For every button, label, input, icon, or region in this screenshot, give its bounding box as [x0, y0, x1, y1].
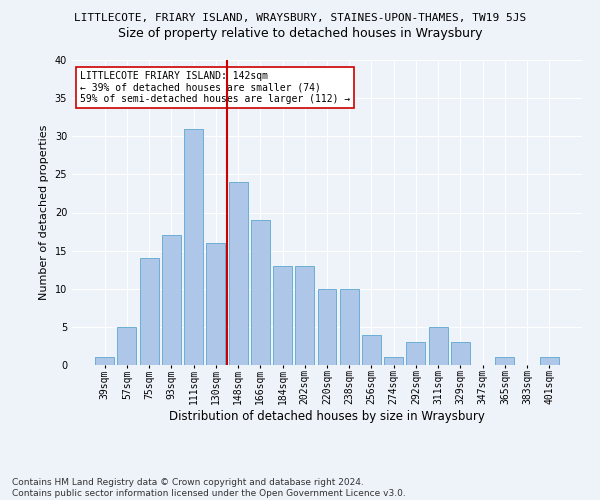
Bar [317, 289, 337, 365]
Bar [251, 220, 270, 365]
Bar [384, 358, 403, 365]
X-axis label: Distribution of detached houses by size in Wraysbury: Distribution of detached houses by size … [169, 410, 485, 423]
Text: LITTLECOTE, FRIARY ISLAND, WRAYSBURY, STAINES-UPON-THAMES, TW19 5JS: LITTLECOTE, FRIARY ISLAND, WRAYSBURY, ST… [74, 12, 526, 22]
Bar [162, 236, 181, 365]
Bar [451, 342, 470, 365]
Bar [496, 358, 514, 365]
Bar [540, 358, 559, 365]
Bar [140, 258, 158, 365]
Bar [184, 128, 203, 365]
Bar [340, 289, 359, 365]
Bar [229, 182, 248, 365]
Text: Contains HM Land Registry data © Crown copyright and database right 2024.
Contai: Contains HM Land Registry data © Crown c… [12, 478, 406, 498]
Bar [206, 243, 225, 365]
Bar [118, 327, 136, 365]
Bar [362, 334, 381, 365]
Bar [406, 342, 425, 365]
Bar [95, 358, 114, 365]
Text: LITTLECOTE FRIARY ISLAND: 142sqm
← 39% of detached houses are smaller (74)
59% o: LITTLECOTE FRIARY ISLAND: 142sqm ← 39% o… [80, 70, 350, 104]
Text: Size of property relative to detached houses in Wraysbury: Size of property relative to detached ho… [118, 28, 482, 40]
Bar [273, 266, 292, 365]
Bar [295, 266, 314, 365]
Bar [429, 327, 448, 365]
Y-axis label: Number of detached properties: Number of detached properties [39, 125, 49, 300]
